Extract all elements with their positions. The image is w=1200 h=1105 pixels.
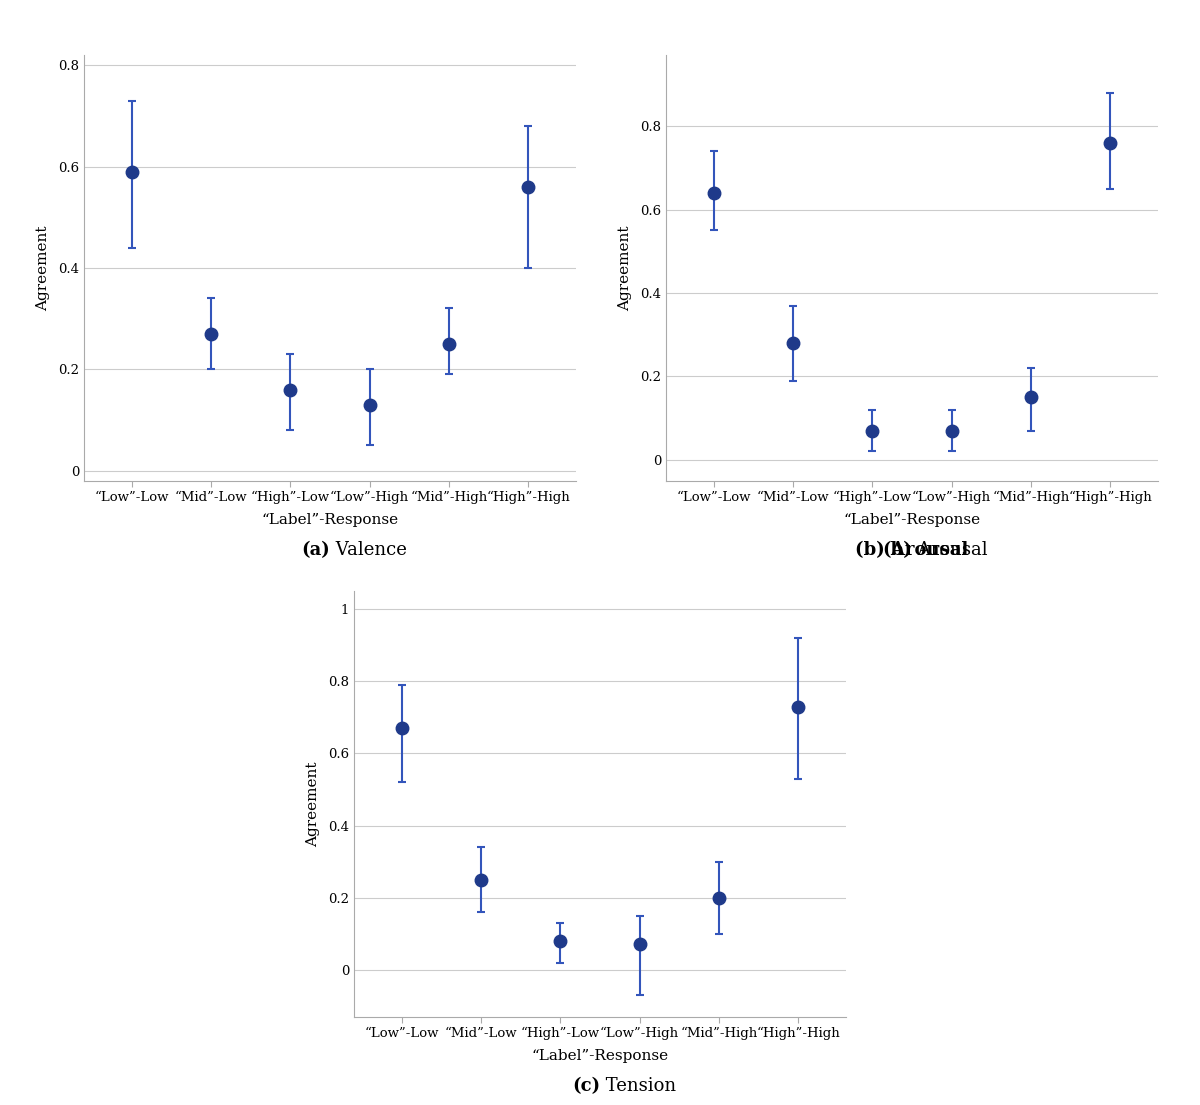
- Text: (c): (c): [572, 1077, 600, 1095]
- Y-axis label: Agreement: Agreement: [618, 225, 631, 311]
- X-axis label: “Label”-Response: “Label”-Response: [262, 513, 398, 527]
- Text: (a): (a): [301, 541, 330, 559]
- X-axis label: “Label”-Response: “Label”-Response: [844, 513, 980, 527]
- Text: (b): (b): [882, 541, 912, 559]
- Y-axis label: Agreement: Agreement: [306, 761, 319, 846]
- Y-axis label: Agreement: Agreement: [36, 225, 49, 311]
- X-axis label: “Label”-Response: “Label”-Response: [532, 1049, 668, 1063]
- Text: Arousal: Arousal: [912, 541, 988, 559]
- Text: Tension: Tension: [600, 1077, 676, 1095]
- Text: Valence: Valence: [330, 541, 407, 559]
- Text: (b) Arousal: (b) Arousal: [856, 541, 968, 559]
